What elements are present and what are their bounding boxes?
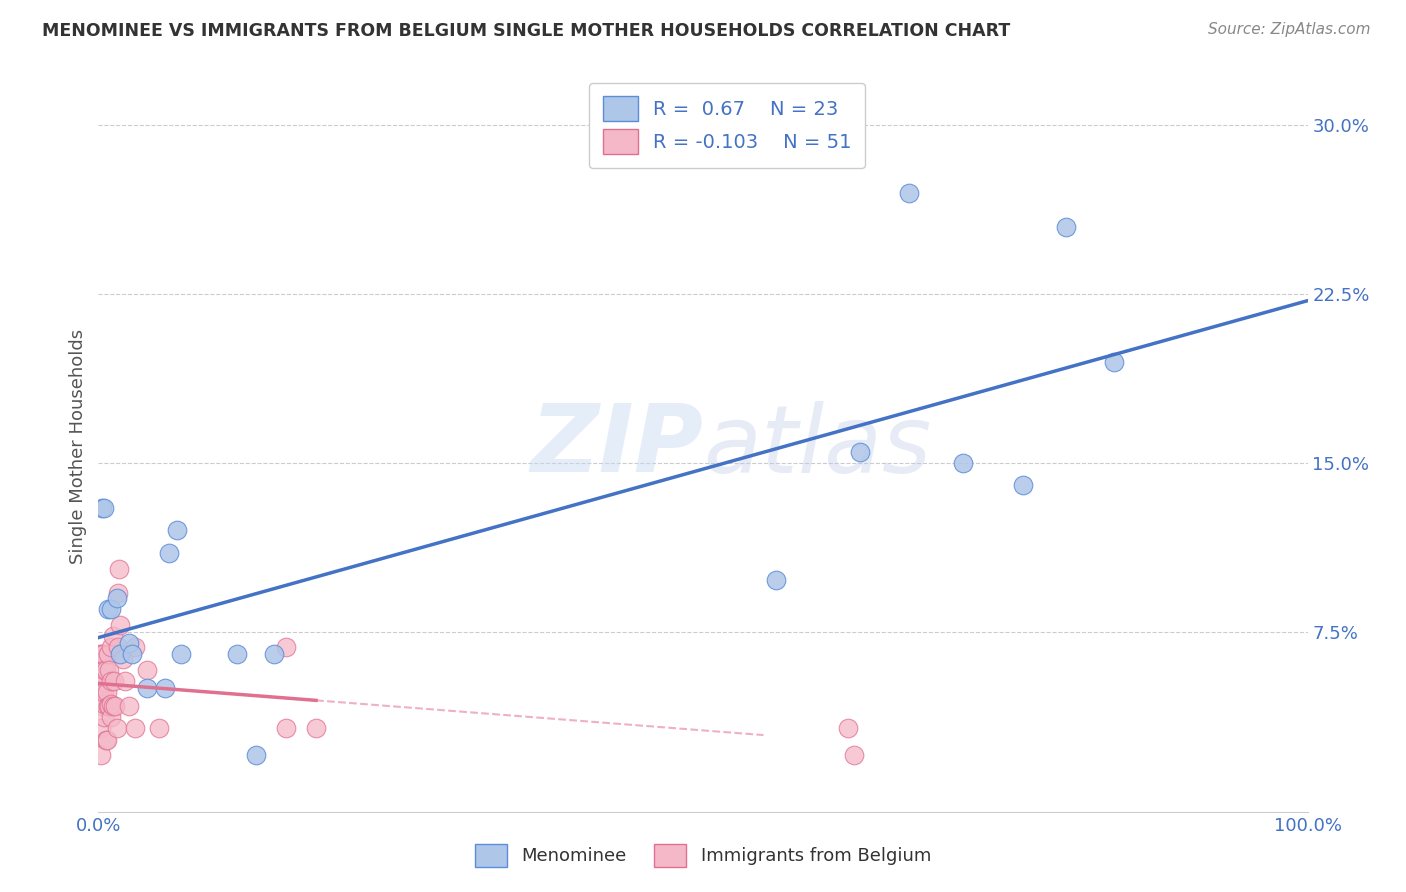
- Point: [96, 732, 118, 747]
- Point: [94, 663, 117, 677]
- Point: [124, 640, 146, 655]
- Point: [111, 651, 134, 665]
- Point: [274, 640, 297, 655]
- Point: [107, 586, 129, 600]
- Point: [93, 500, 115, 515]
- Point: [97, 647, 120, 661]
- Point: [93, 685, 115, 699]
- Point: [89, 647, 111, 661]
- Point: [91, 698, 114, 713]
- Point: [226, 647, 249, 661]
- Point: [98, 663, 121, 677]
- Point: [91, 676, 114, 690]
- Point: [135, 681, 157, 695]
- Point: [114, 674, 136, 689]
- Point: [91, 685, 114, 699]
- Point: [118, 698, 141, 713]
- Point: [101, 629, 124, 643]
- Point: [124, 722, 146, 736]
- Point: [107, 640, 129, 655]
- Point: [1102, 354, 1125, 368]
- Text: ZIP: ZIP: [530, 400, 703, 492]
- Point: [837, 722, 859, 736]
- Point: [89, 670, 111, 684]
- Point: [108, 647, 131, 661]
- Point: [91, 500, 114, 515]
- Text: atlas: atlas: [703, 401, 931, 491]
- Point: [166, 524, 188, 538]
- Text: MENOMINEE VS IMMIGRANTS FROM BELGIUM SINGLE MOTHER HOUSEHOLDS CORRELATION CHART: MENOMINEE VS IMMIGRANTS FROM BELGIUM SIN…: [42, 22, 1011, 40]
- Point: [105, 591, 128, 605]
- Y-axis label: Single Mother Households: Single Mother Households: [69, 328, 87, 564]
- Point: [100, 640, 122, 655]
- Point: [91, 647, 114, 661]
- Point: [98, 698, 121, 713]
- Point: [245, 748, 267, 763]
- Point: [157, 546, 180, 560]
- Point: [897, 186, 920, 200]
- Point: [104, 698, 127, 713]
- Point: [91, 670, 114, 684]
- Text: Source: ZipAtlas.com: Source: ZipAtlas.com: [1208, 22, 1371, 37]
- Point: [844, 748, 866, 763]
- Point: [105, 722, 128, 736]
- Point: [89, 692, 111, 706]
- Point: [169, 647, 191, 661]
- Point: [148, 722, 170, 736]
- Point: [101, 698, 124, 713]
- Point: [121, 647, 143, 661]
- Point: [100, 602, 122, 616]
- Point: [118, 636, 141, 650]
- Point: [153, 681, 176, 695]
- Point: [100, 697, 122, 711]
- Point: [91, 647, 114, 661]
- Point: [93, 663, 115, 677]
- Point: [849, 444, 872, 458]
- Legend: Menominee, Immigrants from Belgium: Menominee, Immigrants from Belgium: [467, 837, 939, 874]
- Point: [1054, 219, 1077, 234]
- Point: [108, 562, 131, 576]
- Point: [274, 722, 297, 736]
- Point: [90, 748, 112, 763]
- Point: [765, 573, 787, 587]
- Point: [93, 710, 115, 724]
- Point: [103, 674, 125, 689]
- Point: [90, 722, 112, 736]
- Point: [97, 698, 120, 713]
- Point: [89, 692, 111, 706]
- Point: [97, 602, 120, 616]
- Point: [89, 670, 111, 684]
- Point: [952, 456, 974, 470]
- Point: [1012, 478, 1035, 492]
- Point: [108, 618, 131, 632]
- Point: [93, 697, 115, 711]
- Point: [305, 722, 328, 736]
- Point: [263, 647, 285, 661]
- Point: [100, 674, 122, 689]
- Legend: R =  0.67    N = 23, R = -0.103    N = 51: R = 0.67 N = 23, R = -0.103 N = 51: [589, 83, 865, 168]
- Point: [100, 710, 122, 724]
- Point: [90, 692, 112, 706]
- Point: [96, 685, 118, 699]
- Point: [94, 732, 117, 747]
- Point: [135, 663, 157, 677]
